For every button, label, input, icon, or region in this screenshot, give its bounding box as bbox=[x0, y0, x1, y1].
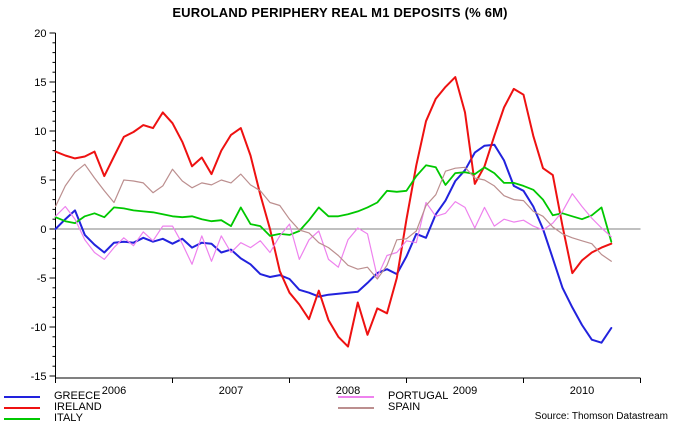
svg-text:2008: 2008 bbox=[336, 385, 360, 397]
series-greece bbox=[54, 143, 613, 344]
svg-text:-10: -10 bbox=[31, 322, 47, 334]
legend-item-greece: GREECE bbox=[4, 391, 102, 402]
source-note: Source: Thomson Datastream bbox=[534, 411, 668, 422]
legend-label: PORTUGAL bbox=[388, 390, 449, 402]
svg-text:-15: -15 bbox=[31, 371, 47, 383]
svg-text:20: 20 bbox=[34, 28, 46, 40]
svg-text:2006: 2006 bbox=[102, 385, 126, 397]
legend-swatch-ireland bbox=[4, 406, 40, 409]
svg-text:-5: -5 bbox=[37, 273, 47, 285]
legend-item-spain: SPAIN bbox=[338, 402, 448, 413]
legend-label: SPAIN bbox=[388, 401, 421, 413]
series-spain bbox=[54, 163, 612, 280]
legend-item-portugal: PORTUGAL bbox=[338, 391, 448, 402]
svg-text:15: 15 bbox=[34, 77, 46, 89]
legend-column-left: GREECE IRELAND ITALY bbox=[4, 391, 102, 424]
legend-label: GREECE bbox=[54, 390, 101, 402]
legend-column-right: PORTUGAL SPAIN bbox=[338, 391, 448, 413]
legend-label: IRELAND bbox=[54, 401, 102, 413]
svg-text:10: 10 bbox=[34, 126, 46, 138]
svg-text:2009: 2009 bbox=[453, 385, 477, 397]
legend-swatch-greece bbox=[4, 395, 40, 398]
series-ireland bbox=[54, 76, 613, 348]
series-portugal bbox=[54, 193, 612, 278]
legend-label: ITALY bbox=[54, 412, 83, 424]
svg-text:2007: 2007 bbox=[219, 385, 243, 397]
svg-text:2010: 2010 bbox=[570, 385, 594, 397]
svg-text:5: 5 bbox=[40, 175, 46, 187]
legend-swatch-portugal bbox=[338, 395, 374, 398]
svg-text:0: 0 bbox=[40, 224, 46, 236]
x-axis: 2006 2007 2008 2009 2010 bbox=[55, 377, 641, 397]
series-italy bbox=[54, 164, 613, 243]
chart-title: EUROLAND PERIPHERY REAL M1 DEPOSITS (% 6… bbox=[172, 5, 508, 20]
legend-swatch-spain bbox=[338, 406, 374, 409]
legend-swatch-italy bbox=[4, 417, 40, 420]
legend-item-ireland: IRELAND bbox=[4, 402, 102, 413]
legend-item-italy: ITALY bbox=[4, 413, 102, 424]
y-axis: -15 -10 -5 0 5 10 15 20 bbox=[31, 28, 56, 383]
